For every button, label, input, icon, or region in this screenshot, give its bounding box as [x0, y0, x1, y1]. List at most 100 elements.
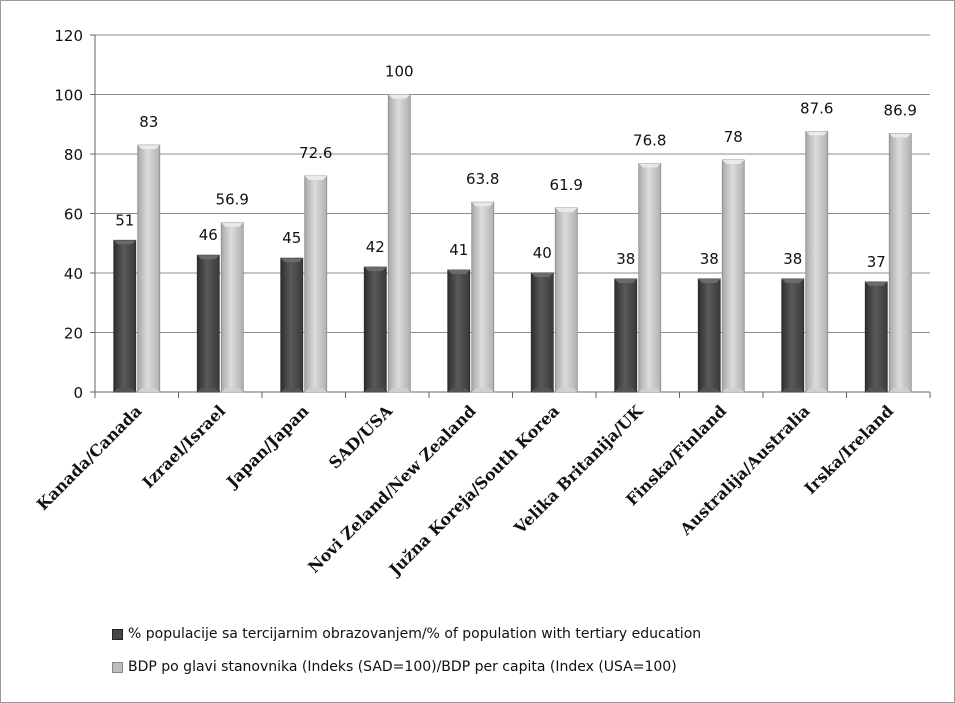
legend-item-tertiary-education: % populacije sa tercijarnim obrazovanjem… [112, 622, 912, 646]
bar-series1 [781, 278, 805, 393]
bar-bevel [614, 278, 637, 283]
bar-bevel [638, 163, 661, 168]
y-tick-label: 60 [64, 206, 83, 224]
data-label-series2: 83 [139, 113, 158, 131]
bar-bevel [722, 159, 745, 164]
x-category-label: Kanada/Canada [33, 401, 146, 514]
y-tick-label: 80 [64, 146, 83, 164]
bar-bevel [698, 278, 721, 283]
bar-bevel [364, 267, 387, 272]
data-label-series1: 42 [366, 238, 385, 256]
data-label-series2: 72.6 [299, 144, 332, 162]
legend-swatch-tertiary-education [112, 628, 123, 640]
data-label-series1: 38 [616, 250, 635, 268]
bar-bevel [388, 388, 411, 392]
bar-series2 [304, 175, 328, 393]
legend-swatch-gdp-per-capita [112, 661, 123, 673]
bar-bevel [865, 388, 888, 392]
legend-label-gdp-per-capita: BDP po glavi stanovnika (Indeks (SAD=100… [128, 659, 677, 675]
bar-bevel [865, 281, 888, 286]
bar-bevel [304, 176, 327, 181]
bar-bevel [471, 388, 494, 392]
bar-bevel [113, 388, 136, 392]
bar-series2 [471, 201, 495, 393]
bar-series1 [447, 269, 471, 393]
data-label-series1: 46 [199, 226, 218, 244]
bar-bevel [531, 388, 554, 392]
bar-bevel [221, 388, 244, 392]
bar-bevel [447, 388, 470, 392]
bar-bevel [889, 133, 912, 138]
x-category-label: Izrael/Israel [139, 401, 230, 492]
data-label-series2: 56.9 [216, 191, 249, 209]
data-label-series1: 45 [282, 229, 301, 247]
data-label-series1: 41 [449, 241, 468, 259]
bar-series1 [697, 278, 721, 393]
legend-item-gdp-per-capita: BDP po glavi stanovnika (Indeks (SAD=100… [112, 655, 912, 679]
bar-bevel [388, 94, 411, 99]
data-label-series2: 86.9 [884, 101, 917, 119]
data-label-series1: 38 [783, 250, 802, 268]
data-label-series2: 78 [724, 128, 743, 146]
bar-bevel [531, 273, 554, 277]
bar-series1 [864, 281, 888, 393]
bar-series1 [280, 257, 304, 393]
bar-series1 [113, 239, 137, 393]
bar-series2 [638, 163, 662, 393]
bar-series1 [530, 272, 554, 393]
bar-bevel [471, 202, 494, 207]
bar-bevel [555, 207, 578, 212]
bar-bevel [280, 258, 303, 263]
bar-bevel [221, 222, 244, 227]
bar-bevel [722, 388, 745, 392]
bar-bevel [304, 388, 327, 392]
legend-label-tertiary-education: % populacije sa tercijarnim obrazovanjem… [128, 626, 702, 642]
data-label-series1: 40 [533, 244, 552, 262]
x-category-label: Irska/Ireland [801, 401, 898, 498]
bar-bevel [113, 240, 136, 245]
x-category-label: Novi Zeland/New Zealand [304, 401, 479, 576]
data-label-series1: 51 [115, 211, 134, 229]
bar-bevel [197, 255, 220, 260]
bar-series2 [137, 144, 161, 393]
bar-bevel [280, 388, 303, 392]
bar-bevel [805, 388, 828, 392]
y-tick-label: 20 [64, 325, 83, 343]
bar-bevel [447, 270, 470, 275]
bar-series1 [196, 254, 220, 393]
y-tick-label: 0 [73, 384, 83, 402]
x-category-label: Južna Koreja/South Korea [384, 401, 563, 580]
y-tick-label: 120 [54, 27, 83, 45]
bar-series2 [805, 130, 829, 393]
bar-series1 [614, 278, 638, 393]
bar-bevel [364, 388, 387, 392]
data-label-series2: 63.8 [466, 170, 499, 188]
bar-bevel [698, 388, 721, 392]
data-label-series2: 61.9 [550, 176, 583, 194]
bar-series2 [888, 133, 912, 393]
bar-bevel [781, 388, 804, 392]
bar-series1 [363, 266, 387, 393]
bar-bevel [614, 388, 637, 392]
bar-series2 [220, 222, 244, 393]
bar-series2 [554, 207, 578, 393]
bar-series2 [721, 159, 745, 393]
bar-bevel [137, 388, 160, 392]
data-label-series1: 38 [700, 250, 719, 268]
data-label-series2: 100 [385, 63, 414, 81]
y-tick-label: 40 [64, 265, 83, 283]
bar-bevel [781, 278, 804, 283]
bar-bevel [197, 388, 220, 392]
x-category-label: Japan/Japan [221, 401, 313, 493]
bar-bevel [137, 145, 160, 150]
bar-bevel [805, 131, 828, 136]
bar-bevel [889, 388, 912, 392]
bar-bevel [555, 388, 578, 392]
data-label-series1: 37 [867, 253, 886, 271]
y-tick-label: 100 [54, 87, 83, 105]
bar-series2 [387, 94, 411, 393]
bar-bevel [638, 388, 661, 392]
data-label-series2: 87.6 [800, 99, 833, 117]
